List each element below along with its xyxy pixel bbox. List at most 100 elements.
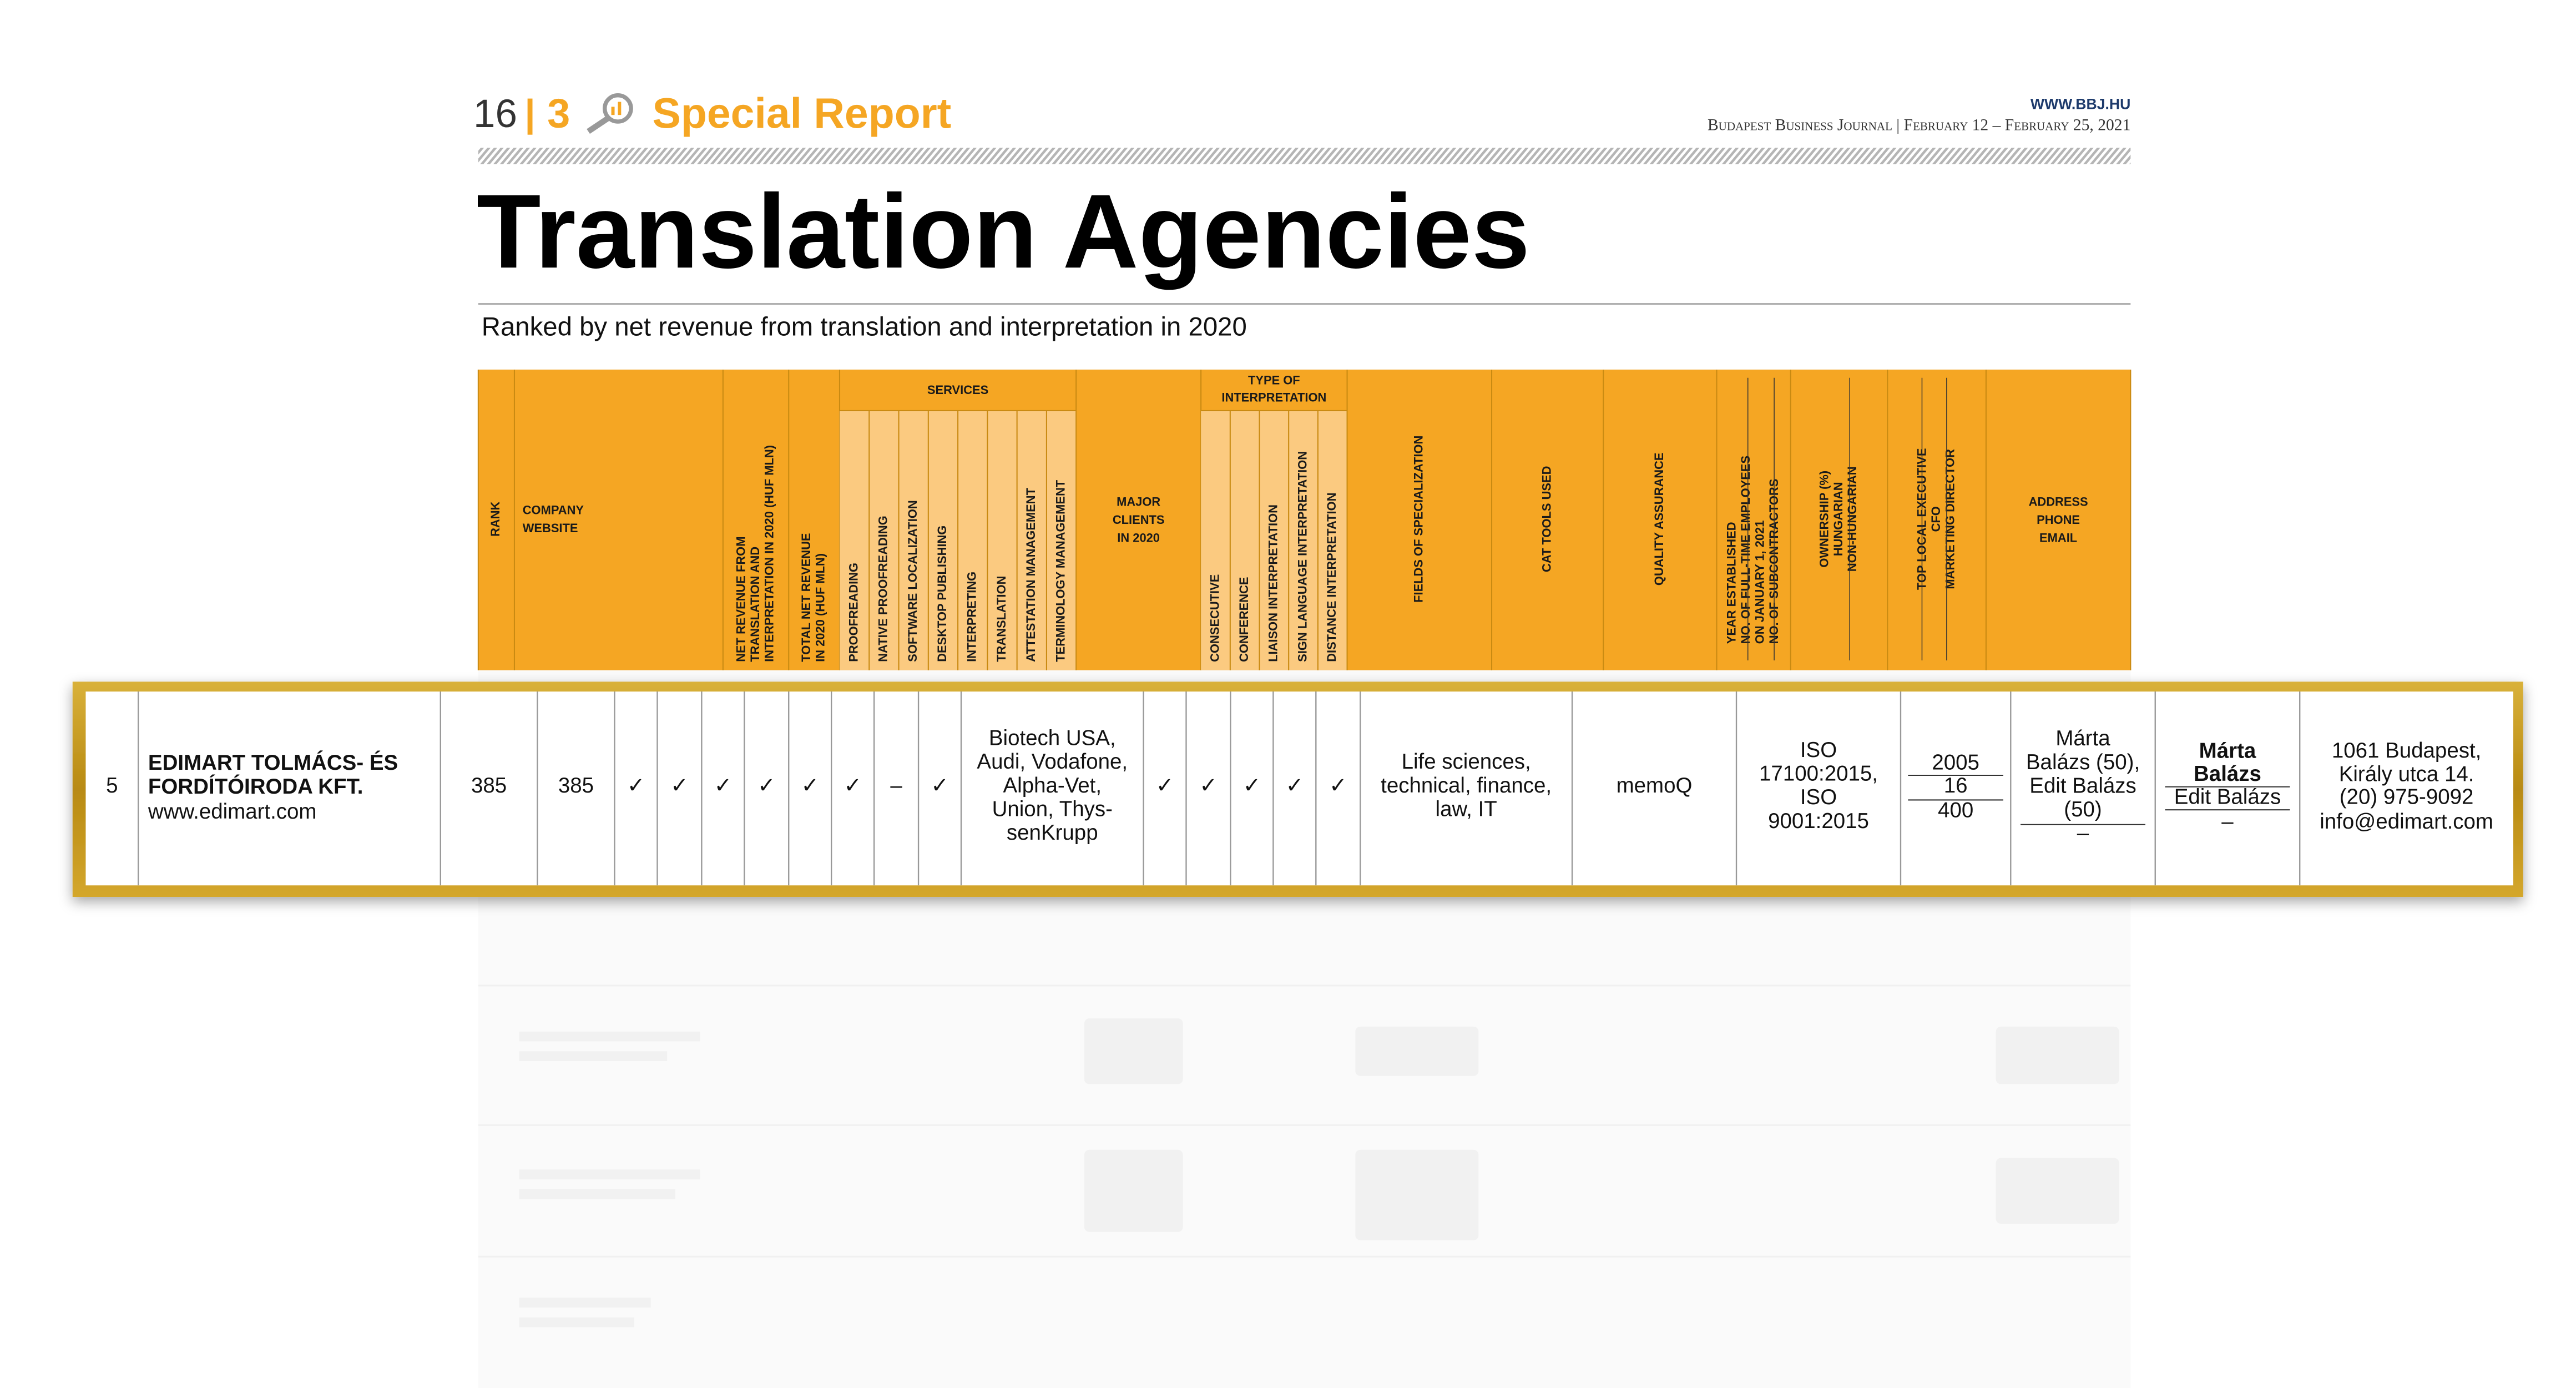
interpretation-mark: ✓	[1329, 774, 1347, 798]
column-label: IN 2020 (HUF MLN)	[814, 553, 827, 662]
email: info@edimart.com	[2320, 810, 2493, 834]
column-label: NON-HUNGARIAN	[1845, 466, 1859, 572]
subcolumn-label: DISTANCE INTERPRETATION	[1325, 493, 1338, 662]
service-mark: ✓	[931, 774, 948, 798]
website: WWW.BBJ.HU	[2031, 95, 2130, 112]
subtitle: Ranked by net revenue from translation a…	[482, 312, 1247, 341]
employees: 16	[1944, 774, 1968, 798]
quality-assurance: ISO	[1800, 738, 1837, 762]
column-label: NET REVENUE FROM	[734, 537, 747, 662]
net-revenue: 385	[471, 774, 507, 798]
column-label: NO. OF FULL-TIME EMPLOYEES	[1739, 456, 1752, 644]
service-mark: ✓	[627, 774, 645, 798]
major-clients: Alpha-Vet,	[1003, 774, 1102, 798]
subheader-bg	[1201, 410, 1347, 670]
phone: (20) 975-9092	[2340, 785, 2474, 809]
section-title: Special Report	[653, 89, 952, 137]
interpretation-mark: ✓	[1243, 774, 1261, 798]
top-executive: Balázs	[2194, 762, 2261, 786]
subcolumn-label: CONFERENCE	[1237, 577, 1251, 662]
major-clients: Biotech USA,	[989, 726, 1116, 750]
interpretation-mark: ✓	[1199, 774, 1217, 798]
subcolumn-label: LIAISON INTERPRETATION	[1266, 504, 1280, 662]
group-label: INTERPRETATION	[1221, 391, 1326, 405]
service-mark: ✓	[670, 774, 688, 798]
year-established: 2005	[1932, 750, 1979, 774]
fields: law, IT	[1436, 798, 1497, 821]
section-number: 3	[547, 90, 570, 137]
ownership-hungarian: Balázs (50),	[2026, 750, 2140, 774]
quality-assurance: 9001:2015	[1768, 809, 1869, 833]
subcolumn-label: INTERPRETING	[965, 572, 979, 662]
column-label: INTERPRETATION IN 2020 (HUF MLN)	[762, 445, 776, 662]
subcolumn-label: NATIVE PROOFREADING	[876, 516, 890, 662]
fields: technical, finance,	[1381, 774, 1552, 798]
column-label: TOTAL NET REVENUE	[799, 533, 813, 662]
marketing-director: –	[2221, 810, 2234, 834]
service-mark: ✓	[844, 774, 862, 798]
group-label: TYPE OF	[1248, 373, 1300, 387]
service-mark: ✓	[757, 774, 775, 798]
service-mark: –	[890, 774, 902, 798]
row-bg	[85, 692, 2513, 886]
rank: 5	[106, 774, 118, 798]
fields: Life sciences,	[1402, 750, 1531, 774]
group-label: SERVICES	[927, 383, 988, 397]
subcontractors: 400	[1938, 798, 1973, 822]
column-label: FIELDS OF SPECIALIZATION	[1412, 436, 1426, 603]
column-label: YEAR ESTABLISHED	[1725, 522, 1739, 644]
ownership-hungarian: Márta	[2055, 726, 2110, 750]
column-label: CFO	[1929, 506, 1943, 532]
subcolumn-label: CONSECUTIVE	[1208, 574, 1221, 662]
column-label: IN 2020	[1117, 531, 1160, 545]
column-label: MARKETING DIRECTOR	[1943, 449, 1957, 589]
column-label: MAJOR	[1117, 494, 1160, 508]
column-label: OWNERSHIP (%)	[1817, 471, 1831, 568]
quality-assurance: ISO	[1800, 785, 1837, 809]
magnifier-icon	[587, 93, 633, 134]
page-number: 16	[473, 92, 517, 136]
major-clients: Audi, Vodafone,	[977, 750, 1128, 774]
service-mark: ✓	[714, 774, 732, 798]
subcolumn-label: SIGN LANGUAGE INTERPRETATION	[1295, 451, 1309, 662]
website: www.edimart.com	[148, 800, 317, 824]
total-revenue: 385	[558, 774, 594, 798]
service-mark: ✓	[801, 774, 819, 798]
address: 1061 Budapest,	[2332, 739, 2482, 763]
top-executive: Márta	[2199, 739, 2256, 763]
column-label: CLIENTS	[1113, 513, 1165, 527]
subcolumn-label: ATTESTATION MANAGEMENT	[1024, 487, 1038, 662]
column-label: EMAIL	[2039, 531, 2077, 545]
column-label: TRANSLATION AND	[748, 547, 762, 662]
subcolumn-label: DESKTOP PUBLISHING	[935, 526, 949, 662]
title: Translation Agencies	[477, 173, 1530, 290]
column-label: QUALITY ASSURANCE	[1652, 452, 1666, 586]
cfo: Edit Balázs	[2174, 785, 2281, 809]
company-name: FORDÍTÓIRODA KFT.	[148, 774, 363, 799]
subcolumn-label: SOFTWARE LOCALIZATION	[906, 500, 920, 662]
publication: Budapest Business Journal | February 12 …	[1708, 117, 2130, 134]
ownership-hungarian: Edit Balázs	[2029, 774, 2136, 798]
major-clients: senKrupp	[1007, 821, 1098, 845]
address: Király utca 14.	[2339, 763, 2474, 786]
interpretation-mark: ✓	[1286, 774, 1304, 798]
cat-tools: memoQ	[1617, 774, 1693, 798]
quality-assurance: 17100:2015,	[1759, 762, 1878, 786]
column-label: ADDRESS	[2029, 494, 2088, 508]
subcolumn-label: TERMINOLOGY MANAGEMENT	[1053, 480, 1067, 662]
column-label: HUNGARIAN	[1831, 482, 1845, 556]
hatch-strip	[478, 148, 2131, 164]
company-name: EDIMART TOLMÁCS- ÉS	[148, 750, 398, 775]
column-label: CAT TOOLS USED	[1539, 466, 1553, 572]
ownership-hungarian: (50)	[2064, 798, 2102, 821]
divider	[527, 98, 533, 135]
subcolumn-label: TRANSLATION	[994, 576, 1008, 662]
column-label: PHONE	[2037, 513, 2080, 527]
column-label: WEBSITE	[523, 521, 578, 535]
subcolumn-label: PROOFREADING	[846, 563, 860, 662]
column-label: COMPANY	[523, 503, 584, 517]
